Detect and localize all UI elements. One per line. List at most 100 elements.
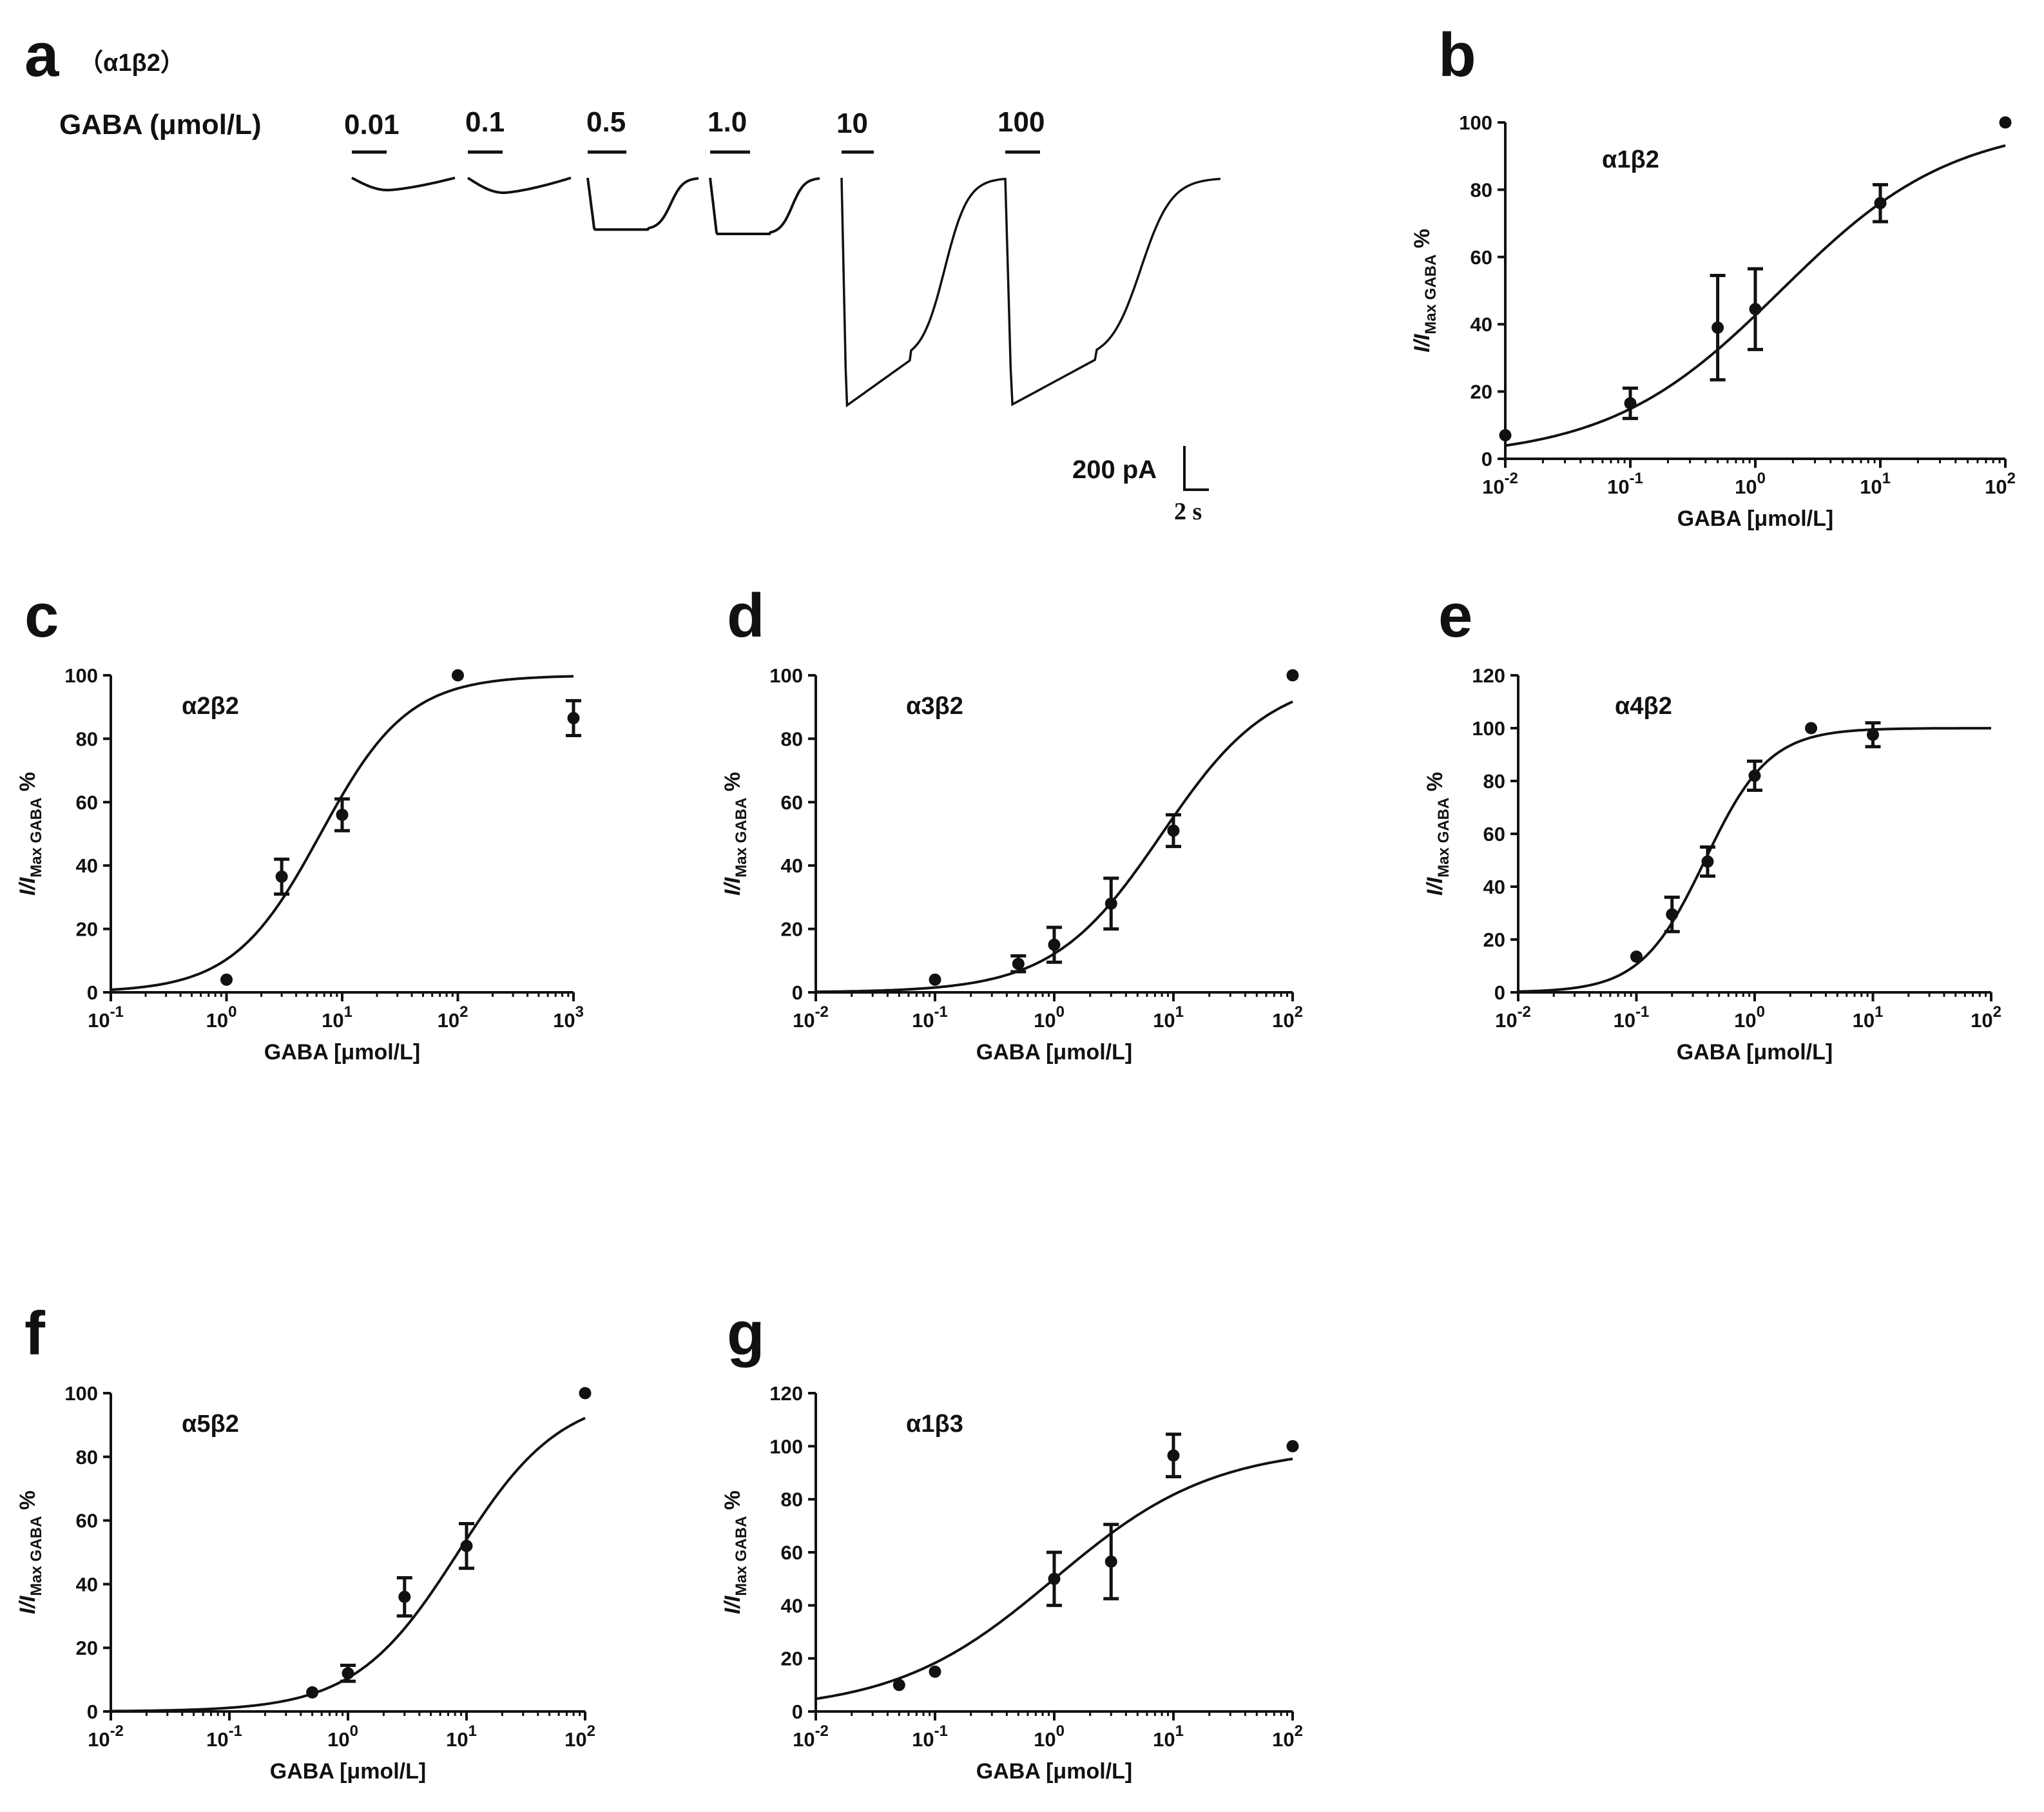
y-axis-label: I/IMax GABA % xyxy=(1423,772,1452,896)
chart-c: 0 20 40 60 80 100 10-1 100 101 102 103 GABA [μmol/L… xyxy=(15,664,584,1065)
data-point xyxy=(1048,1572,1061,1585)
current-trace xyxy=(840,177,1006,408)
y-tick-label: 0 xyxy=(1494,981,1505,1004)
y-tick-label: 40 xyxy=(76,854,98,877)
current-traces xyxy=(351,150,1221,408)
y-tick-label: 80 xyxy=(1483,770,1505,793)
data-point xyxy=(1624,397,1637,410)
concentration-label-5: 10 xyxy=(836,108,868,139)
y-tick-label: 80 xyxy=(76,1446,98,1469)
data-point xyxy=(1748,769,1761,782)
x-tick-label: 10-1 xyxy=(88,1003,124,1032)
panel-letter-a: a xyxy=(24,21,59,90)
subunit-label-f: α5β2 xyxy=(182,1411,239,1438)
data-point xyxy=(1749,303,1762,316)
y-tick-label: 40 xyxy=(781,854,803,877)
subunit-label-e: α4β2 xyxy=(1615,693,1672,720)
y-axis-label: I/IMax GABA % xyxy=(15,1490,45,1614)
y-tick-label: 40 xyxy=(1470,313,1492,336)
fit-curve xyxy=(110,675,574,991)
x-tick-label: 10-1 xyxy=(1607,470,1643,498)
y-tick-label: 20 xyxy=(76,918,98,941)
x-tick-label: 10-2 xyxy=(1482,470,1518,498)
x-tick-label: 100 xyxy=(327,1722,358,1751)
y-axis-label: I/IMax GABA % xyxy=(720,772,750,896)
x-tick-label: 101 xyxy=(322,1003,352,1032)
concentration-label-4: 1.0 xyxy=(708,106,747,138)
y-tick-label: 60 xyxy=(1483,823,1505,845)
x-axis-label: GABA [μmol/L] xyxy=(264,1040,420,1065)
concentration-label-3: 0.5 xyxy=(586,106,626,138)
x-tick-label: 101 xyxy=(446,1722,477,1751)
data-point xyxy=(1286,669,1299,682)
panel-letter-g: g xyxy=(727,1299,765,1368)
y-axis-label: I/IMax GABA % xyxy=(720,1490,750,1614)
data-point xyxy=(1666,908,1679,921)
panel-letter-e: e xyxy=(1438,581,1472,650)
x-tick-label: 10-1 xyxy=(1614,1003,1650,1032)
current-trace xyxy=(709,177,820,235)
y-tick-label: 40 xyxy=(1483,876,1505,898)
data-point xyxy=(306,1686,319,1699)
data-point xyxy=(1104,1555,1117,1568)
concentration-label-1: 0.01 xyxy=(344,109,400,140)
x-tick-label: 10-1 xyxy=(206,1722,242,1751)
chart-d: 0 20 40 60 80 100 10-2 10-1 100 101 102 GABA [μmol/… xyxy=(720,664,1303,1065)
y-tick-label: 60 xyxy=(781,791,803,814)
y-tick-label: 40 xyxy=(781,1594,803,1617)
panel-letter-f: f xyxy=(24,1299,46,1368)
x-tick-label: 10-2 xyxy=(793,1722,829,1751)
x-tick-label: 102 xyxy=(564,1722,595,1751)
y-tick-label: 0 xyxy=(1481,448,1492,470)
current-trace xyxy=(1004,177,1221,407)
x-tick-label: 101 xyxy=(1153,1003,1184,1032)
y-tick-label: 40 xyxy=(76,1573,98,1595)
y-tick-label: 80 xyxy=(1470,178,1492,201)
chart-f: 0 20 40 60 80 100 10-2 10-1 100 101 102 GABA [μmol/… xyxy=(15,1382,595,1784)
x-tick-label: 100 xyxy=(1734,1003,1765,1032)
y-axis-label: I/IMax GABA % xyxy=(1410,229,1440,352)
y-tick-label: 0 xyxy=(792,981,803,1004)
data-point xyxy=(460,1539,473,1552)
x-tick-label: 101 xyxy=(1860,470,1891,498)
y-tick-label: 60 xyxy=(76,791,98,814)
y-tick-label: 20 xyxy=(1470,381,1492,403)
data-point xyxy=(579,1387,592,1400)
subunit-label-g: α1β3 xyxy=(906,1411,963,1438)
x-tick-label: 103 xyxy=(553,1003,584,1032)
y-tick-label: 80 xyxy=(76,728,98,750)
data-point xyxy=(1012,958,1025,970)
y-tick-label: 120 xyxy=(769,1382,803,1405)
x-tick-label: 10-2 xyxy=(793,1003,829,1032)
data-point xyxy=(1874,197,1887,209)
y-tick-label: 100 xyxy=(1459,111,1492,134)
data-point xyxy=(1048,938,1061,951)
x-axis-label: GABA [μmol/L] xyxy=(270,1759,426,1784)
y-tick-label: 0 xyxy=(87,1701,98,1723)
y-tick-label: 20 xyxy=(76,1637,98,1659)
x-tick-label: 102 xyxy=(1272,1003,1303,1032)
y-tick-label: 100 xyxy=(1472,717,1505,740)
data-point xyxy=(1630,950,1643,963)
x-tick-label: 100 xyxy=(1034,1003,1065,1032)
data-point xyxy=(398,1590,411,1603)
x-tick-label: 10-2 xyxy=(1495,1003,1531,1032)
x-axis-label: GABA [μmol/L] xyxy=(976,1759,1132,1784)
data-point xyxy=(1805,722,1818,735)
x-axis-label: GABA [μmol/L] xyxy=(1677,1040,1833,1065)
x-tick-label: 10-1 xyxy=(912,1722,948,1751)
data-point xyxy=(929,1665,941,1678)
y-tick-label: 120 xyxy=(1472,664,1505,687)
subunit-label-d: α3β2 xyxy=(906,693,963,720)
y-tick-label: 20 xyxy=(781,918,803,941)
data-point xyxy=(220,973,233,986)
concentration-label-6: 100 xyxy=(998,106,1045,138)
concentration-axis-label: GABA (μmol/L) xyxy=(59,109,262,140)
chart-e: 0 20 40 60 80 100 120 10-2 10-1 100 101 102 GABA [μm… xyxy=(1423,664,2001,1065)
x-axis-label: GABA [μmol/L] xyxy=(1677,506,1833,531)
x-axis-label: GABA [μmol/L] xyxy=(976,1040,1132,1065)
chart-b: 0 20 40 60 80 100 10-2 10-1 100 101 102 GABA [μmol/… xyxy=(1410,111,2016,531)
y-tick-label: 60 xyxy=(76,1510,98,1532)
